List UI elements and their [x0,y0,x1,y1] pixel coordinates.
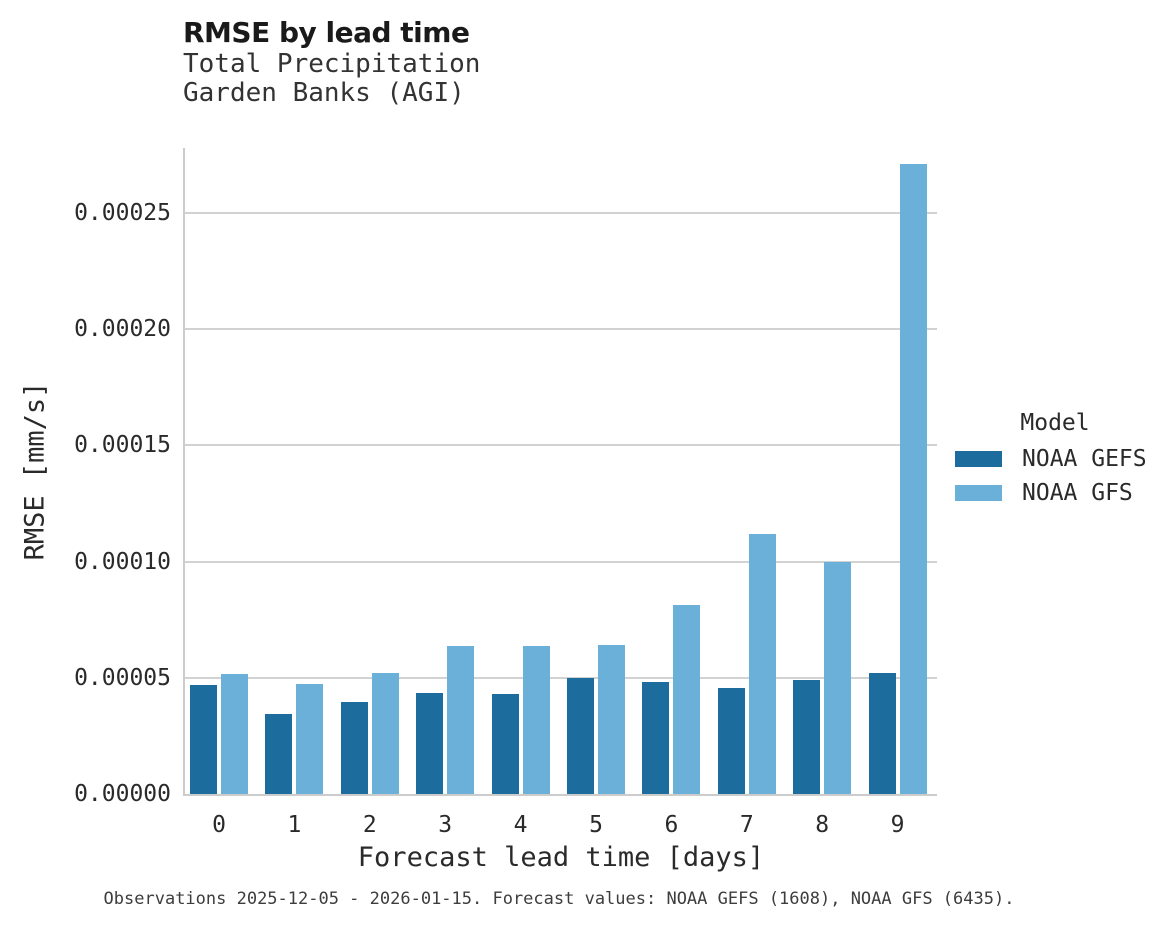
legend: Model NOAA GEFS NOAA GFS [955,410,1155,510]
gridline-0.0002 [185,328,937,331]
gridline-0.00015 [185,444,937,447]
y-tick-label: 0.00000 [74,781,171,807]
bar-noaa-gfs-4 [522,646,550,794]
bar-noaa-gefs-3 [416,692,444,794]
chart-subtitle: Total Precipitation Garden Banks (AGI) [183,50,480,108]
y-tick-label: 0.00020 [74,316,171,343]
x-tick-label-0: 0 [212,812,226,838]
chart-subtitle-line-1: Total Precipitation [183,49,481,79]
bar-noaa-gfs-1 [296,683,324,794]
y-tick-label: 0.00025 [74,200,171,227]
x-tick-label-2: 2 [362,812,377,838]
caption: Observations 2025-12-05 - 2026-01-15. Fo… [103,889,1015,909]
legend-entry-noaa-gefs: NOAA GEFS [955,442,1155,476]
bar-noaa-gefs-2 [340,702,368,794]
y-tick-label: 0.00015 [74,432,171,459]
gridline-0.00005 [185,676,937,679]
x-axis-title: Forecast lead time [days] [357,842,765,873]
legend-swatch-icon [955,485,1002,501]
bar-noaa-gfs-8 [824,561,852,794]
legend-swatch-icon [955,451,1002,467]
bar-noaa-gfs-5 [598,645,625,794]
plot-area [183,148,937,796]
x-tick-label-9: 9 [890,812,905,838]
bar-noaa-gefs-9 [868,673,896,794]
bar-noaa-gfs-6 [673,604,701,794]
bar-noaa-gefs-8 [793,680,821,794]
chart-subtitle-line-2: Garden Banks (AGI) [183,78,465,108]
bar-noaa-gfs-9 [899,164,927,794]
legend-label: NOAA GFS [1022,480,1133,506]
bar-noaa-gefs-6 [642,682,670,794]
legend-entry-noaa-gfs: NOAA GFS [955,476,1155,510]
bar-noaa-gfs-7 [748,533,776,794]
gridline-0.00025 [185,212,937,215]
chart-title: RMSE by lead time [183,16,470,49]
y-axis-tick-labels: 0.00000 0.00005 0.00010 0.00015 0.00020 0.000… [0,148,171,807]
x-tick-label-5: 5 [589,812,603,838]
x-tick-label-3: 3 [438,812,453,838]
y-tick-label: 0.00005 [74,664,171,691]
bar-noaa-gefs-0 [190,684,217,794]
x-tick-label-1: 1 [287,812,302,838]
x-tick-label-7: 7 [739,812,754,838]
x-tick-label-4: 4 [513,812,528,838]
bar-noaa-gefs-1 [265,713,293,794]
bar-noaa-gfs-0 [221,674,248,794]
gridline-0.0001 [185,560,937,563]
bar-noaa-gefs-7 [717,688,745,794]
x-tick-label-6: 6 [664,812,679,838]
bar-noaa-gfs-2 [371,673,399,794]
y-tick-label: 0.00010 [74,548,171,575]
bar-noaa-gefs-4 [491,694,519,794]
x-axis-tick-labels: 0 1 2 3 4 5 6 7 8 9 [185,812,937,840]
legend-label: NOAA GEFS [1022,446,1147,472]
bar-noaa-gfs-3 [447,646,475,794]
bar-noaa-gefs-5 [567,677,594,794]
legend-entries: NOAA GEFS NOAA GFS [955,442,1155,510]
legend-title: Model [1020,410,1090,436]
x-tick-label-8: 8 [815,812,830,838]
